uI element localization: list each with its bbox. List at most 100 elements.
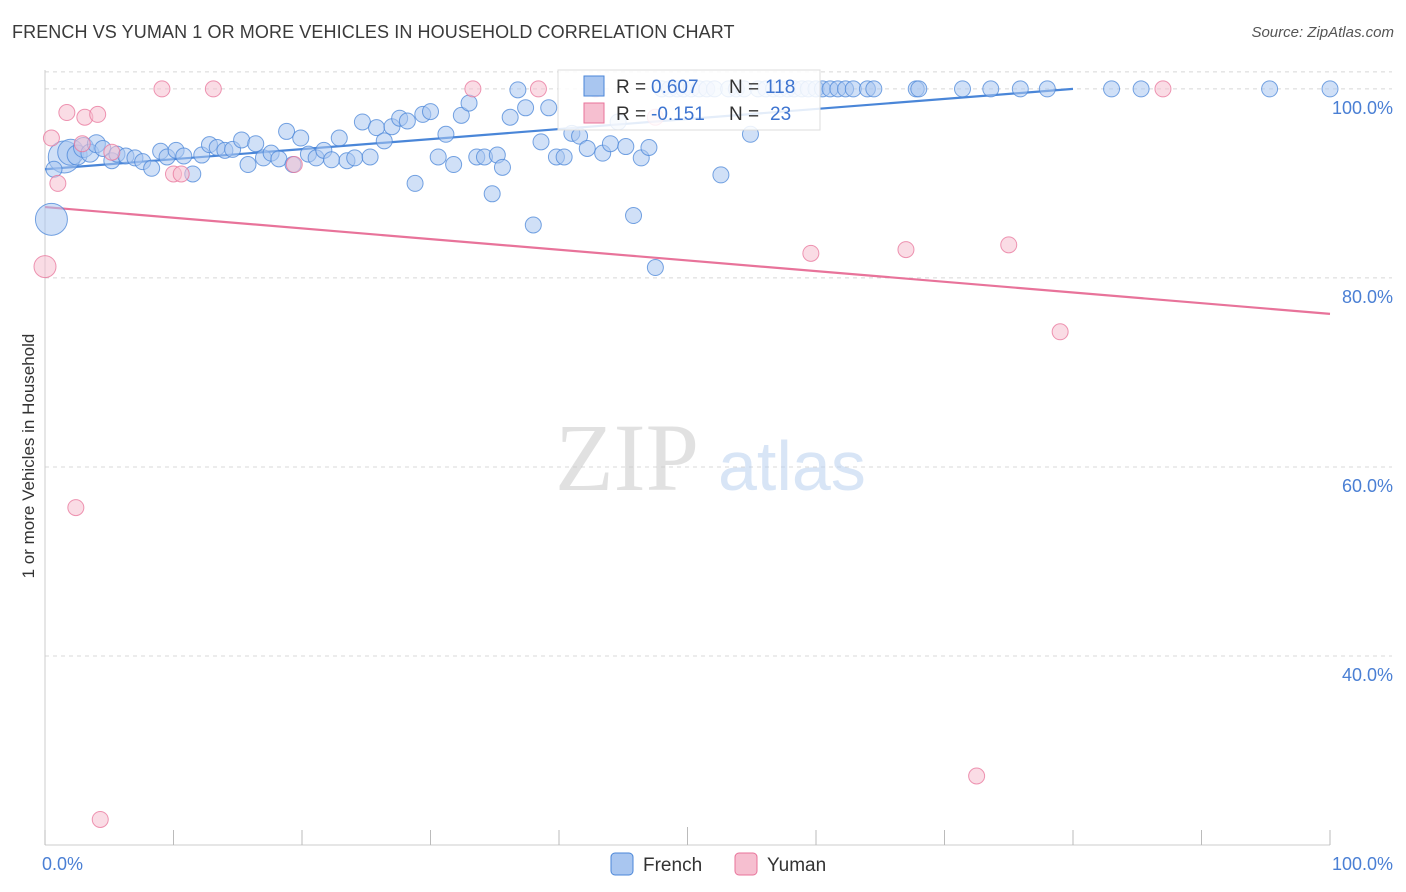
yuman-point	[968, 767, 986, 785]
yuman-point	[33, 255, 57, 279]
yuman-point	[91, 810, 109, 828]
french-point	[346, 149, 364, 167]
french-point	[555, 148, 573, 166]
yuman-trend-line	[44, 205, 1331, 315]
watermark-atlas: atlas	[718, 427, 866, 505]
yuman-point	[1051, 323, 1069, 341]
french-point	[1038, 80, 1056, 98]
french-point	[617, 138, 635, 156]
y-axis-label: 1 or more Vehicles in Household	[19, 334, 38, 579]
yuman-point	[464, 80, 482, 98]
yuman-r-label: R =	[616, 104, 646, 125]
french-point	[509, 81, 527, 99]
x-tick-labels: 0.0% 100.0%	[42, 854, 1393, 874]
french-point	[34, 202, 68, 236]
yuman-point	[204, 80, 222, 98]
french-point	[1011, 80, 1029, 98]
yuman-point	[285, 156, 303, 174]
french-point	[1103, 80, 1121, 98]
legend-yuman-swatch	[734, 852, 758, 876]
yuman-n-value: 23	[770, 104, 791, 125]
french-point	[375, 132, 393, 150]
stats-box: R = 0.607 N = 118 R = -0.151 N = 23	[557, 69, 821, 131]
y-tick-label: 60.0%	[1342, 476, 1393, 496]
french-point	[278, 122, 296, 140]
legend-french-label: French	[643, 855, 702, 876]
french-point	[429, 148, 447, 166]
y-tick-label: 40.0%	[1342, 665, 1393, 685]
french-point	[361, 148, 379, 166]
french-point	[398, 112, 416, 130]
french-stat-swatch	[583, 75, 605, 97]
french-point	[982, 80, 1000, 98]
yuman-point	[73, 135, 91, 153]
yuman-r-value: -0.151	[651, 104, 705, 125]
french-point	[1261, 80, 1279, 98]
french-point	[601, 135, 619, 153]
legend-yuman-label: Yuman	[767, 855, 826, 876]
french-point	[646, 259, 664, 277]
french-r-value: 0.607	[651, 77, 699, 98]
french-n-value: 118	[765, 77, 795, 98]
y-tick-label: 100.0%	[1332, 98, 1393, 118]
french-point	[330, 129, 348, 147]
french-point	[247, 135, 265, 153]
french-point	[233, 131, 251, 149]
french-point	[45, 160, 63, 178]
french-point	[323, 151, 341, 169]
yuman-point	[58, 104, 76, 122]
yuman-point	[89, 105, 107, 123]
french-point	[1132, 80, 1150, 98]
axes	[44, 70, 1331, 846]
yuman-point	[172, 165, 190, 183]
yuman-point	[1154, 80, 1172, 98]
french-point	[422, 103, 439, 121]
legend: French Yuman	[610, 852, 826, 876]
french-point	[712, 166, 730, 184]
chart-title: FRENCH VS YUMAN 1 OR MORE VEHICLES IN HO…	[12, 22, 735, 42]
french-point	[524, 216, 542, 234]
yuman-point	[42, 129, 60, 147]
french-point	[437, 125, 455, 143]
source-label: Source: ZipAtlas.com	[1251, 24, 1394, 41]
french-point	[292, 129, 310, 147]
french-point	[452, 106, 470, 124]
french-point	[1321, 80, 1339, 98]
french-point	[844, 80, 862, 98]
yuman-point	[897, 241, 915, 259]
legend-french-swatch	[610, 852, 634, 876]
french-point	[270, 150, 288, 168]
french-point	[353, 113, 371, 131]
x-tick-label: 100.0%	[1332, 854, 1393, 874]
yuman-point	[529, 80, 547, 98]
french-point	[175, 147, 193, 165]
yuman-point	[153, 80, 171, 98]
french-point	[143, 159, 161, 177]
x-tick-label: 0.0%	[42, 854, 83, 874]
french-n-label: N =	[729, 77, 759, 98]
y-tick-label: 80.0%	[1342, 287, 1393, 307]
y-tick-labels: 40.0% 60.0% 80.0% 100.0%	[1332, 98, 1393, 685]
french-point	[625, 207, 643, 225]
french-point	[578, 139, 596, 157]
yuman-point	[103, 143, 121, 161]
yuman-point	[49, 174, 67, 192]
yuman-n-label: N =	[729, 104, 759, 125]
french-point	[532, 133, 550, 151]
french-point	[640, 139, 658, 156]
french-point	[460, 94, 478, 112]
yuman-point	[67, 499, 85, 517]
french-point	[239, 156, 257, 174]
french-point	[517, 99, 535, 117]
french-r-label: R =	[616, 77, 646, 98]
yuman-stat-swatch	[583, 102, 605, 124]
yuman-point	[1000, 236, 1018, 254]
watermark-zip: ZIP	[555, 404, 699, 511]
french-point	[953, 80, 971, 98]
french-point	[910, 80, 928, 98]
french-point	[406, 174, 424, 192]
yuman-point	[802, 244, 820, 262]
french-point	[445, 156, 463, 174]
french-point	[483, 185, 501, 203]
